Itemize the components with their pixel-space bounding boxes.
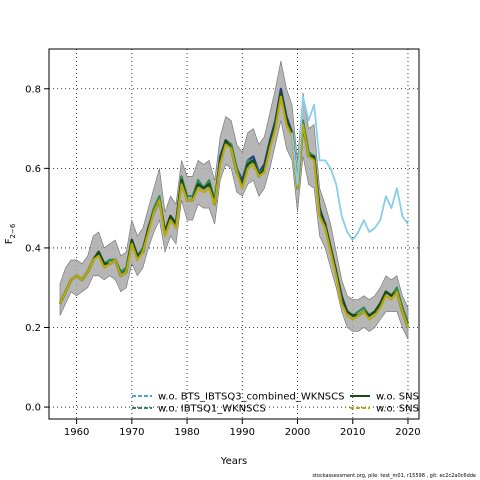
y-tick-label: 0.0 — [25, 403, 41, 414]
confidence-band-area — [59, 60, 409, 340]
y-tick-label: 0.4 — [25, 243, 41, 254]
series-line-0 — [59, 87, 410, 324]
x-axis-title: Years — [220, 456, 247, 467]
series-line-3 — [59, 95, 410, 328]
series-line-1 — [59, 91, 410, 324]
legend-label: w.o. IBTSQ1_WKNSCS — [158, 404, 266, 415]
legend-label: w.o. SNS — [376, 392, 419, 403]
footer-note: stockassessment.org, pile: test_m01, r15… — [312, 473, 476, 479]
x-axis: 1960 1970 1980 1990 2000 2010 2020 — [64, 419, 421, 438]
x-tick-label: 1960 — [64, 427, 89, 438]
y-axis-title-main: F — [4, 238, 15, 244]
x-tick-label: 1970 — [119, 427, 144, 438]
y-tick-label: 0.8 — [25, 84, 41, 95]
series-lines — [58, 87, 410, 328]
confidence-band — [59, 60, 409, 340]
x-tick-label: 1980 — [174, 427, 199, 438]
y-axis-title: F2−6 — [4, 223, 17, 244]
grid — [49, 49, 419, 419]
plot-frame — [48, 48, 420, 420]
y-axis: 0.0 0.2 0.4 0.6 0.8 — [25, 84, 49, 414]
svg-text:F2−6: F2−6 — [4, 223, 17, 244]
series-line-4 — [291, 95, 409, 241]
legend-label: w.o. BTS_IBTSQ3_combined_WKNSCS — [158, 392, 344, 403]
y-tick-label: 0.6 — [25, 164, 41, 175]
x-tick-label: 1990 — [230, 427, 255, 438]
series-line-2 — [58, 91, 410, 328]
x-tick-label: 2000 — [285, 427, 310, 438]
x-tick-label: 2020 — [395, 427, 420, 438]
x-tick-label: 2010 — [340, 427, 365, 438]
y-tick-label: 0.2 — [25, 323, 41, 334]
y-axis-title-subscript: 2−6 — [9, 223, 17, 238]
legend-label: w.o. SNS — [376, 404, 419, 415]
